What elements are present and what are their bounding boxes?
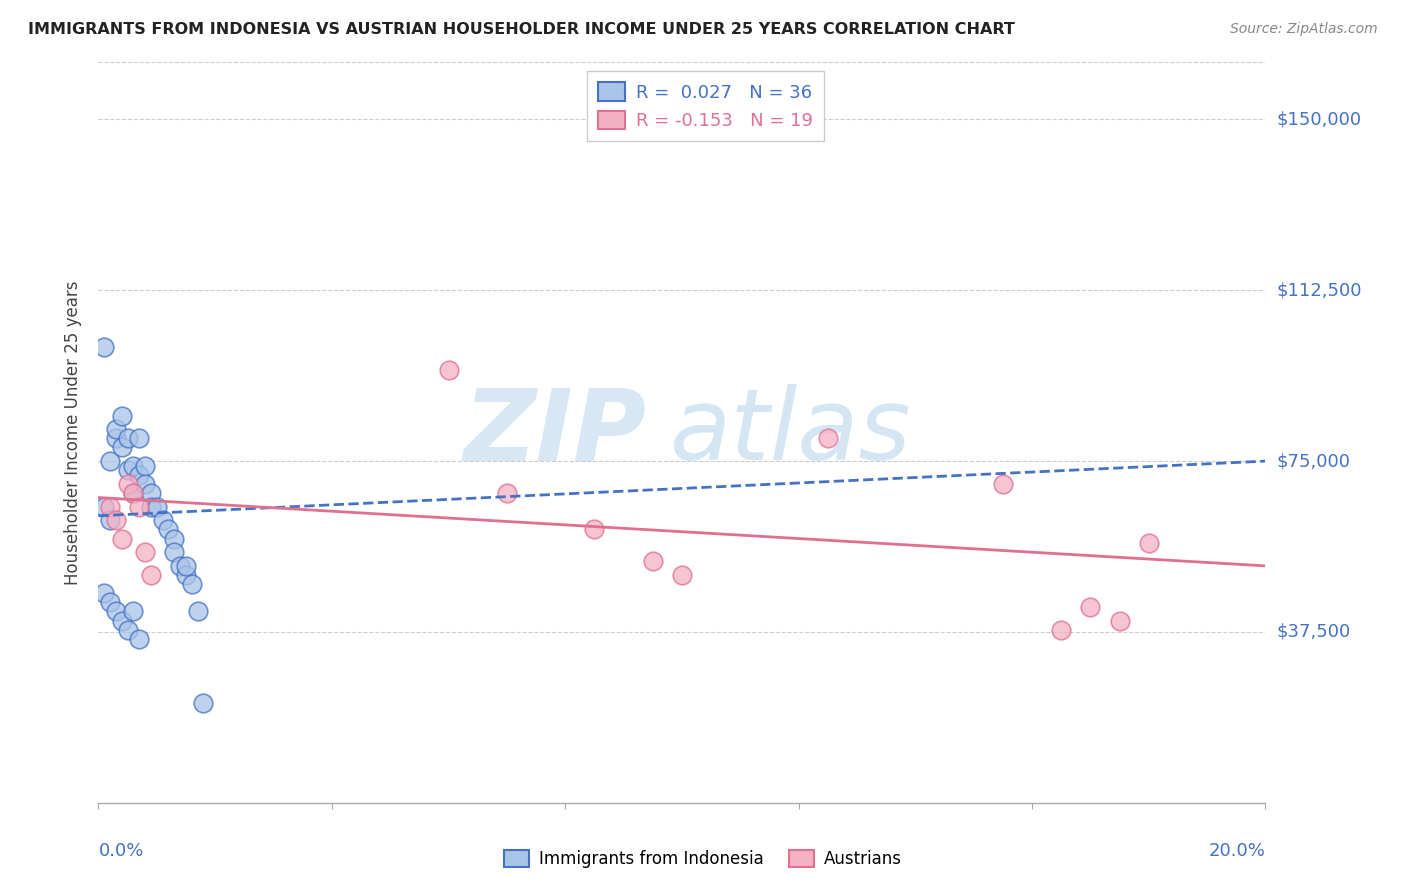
Point [134, 476, 156, 491]
Point [174, 558, 197, 573]
Point [437, 363, 460, 377]
Point [104, 604, 127, 618]
Point [1050, 623, 1073, 637]
Point [117, 623, 139, 637]
Point [93, 586, 115, 600]
Point [193, 696, 215, 710]
Text: $75,000: $75,000 [1277, 452, 1351, 470]
Point [152, 513, 174, 527]
Point [111, 441, 134, 455]
Point [991, 476, 1014, 491]
Point [122, 486, 145, 500]
Y-axis label: Householder Income Under 25 years: Householder Income Under 25 years [65, 280, 83, 585]
Point [122, 604, 145, 618]
Point [122, 458, 145, 473]
Point [111, 409, 134, 423]
Point [139, 568, 162, 582]
Point [93, 500, 115, 514]
Point [134, 545, 156, 559]
Text: 20.0%: 20.0% [1209, 842, 1265, 860]
Text: atlas: atlas [671, 384, 912, 481]
Point [169, 558, 191, 573]
Text: $112,500: $112,500 [1277, 281, 1362, 299]
Point [128, 500, 150, 514]
Point [104, 431, 127, 445]
Point [496, 486, 519, 500]
Point [157, 523, 180, 537]
Point [93, 340, 115, 354]
Text: Source: ZipAtlas.com: Source: ZipAtlas.com [1230, 22, 1378, 37]
Point [1108, 614, 1130, 628]
Point [163, 532, 186, 546]
Point [128, 467, 150, 482]
Text: 0.0%: 0.0% [98, 842, 143, 860]
Point [111, 532, 134, 546]
Point [817, 431, 839, 445]
Point [583, 523, 606, 537]
Point [128, 632, 150, 646]
Legend: R =  0.027   N = 36, R = -0.153   N = 19: R = 0.027 N = 36, R = -0.153 N = 19 [586, 71, 824, 141]
Point [671, 568, 693, 582]
Text: IMMIGRANTS FROM INDONESIA VS AUSTRIAN HOUSEHOLDER INCOME UNDER 25 YEARS CORRELAT: IMMIGRANTS FROM INDONESIA VS AUSTRIAN HO… [28, 22, 1015, 37]
Point [98, 500, 121, 514]
Point [180, 577, 202, 591]
Point [134, 458, 156, 473]
Point [128, 431, 150, 445]
Point [98, 513, 121, 527]
Point [117, 431, 139, 445]
Point [1080, 599, 1102, 614]
Point [139, 486, 162, 500]
Point [139, 500, 162, 514]
Legend: Immigrants from Indonesia, Austrians: Immigrants from Indonesia, Austrians [498, 843, 908, 875]
Point [104, 513, 127, 527]
Point [117, 476, 139, 491]
Point [111, 614, 134, 628]
Point [146, 500, 169, 514]
Text: $150,000: $150,000 [1277, 111, 1361, 128]
Text: $37,500: $37,500 [1277, 623, 1351, 641]
Point [187, 604, 209, 618]
Point [98, 454, 121, 468]
Point [122, 486, 145, 500]
Point [117, 463, 139, 477]
Text: ZIP: ZIP [464, 384, 647, 481]
Point [1137, 536, 1160, 550]
Point [98, 595, 121, 609]
Point [174, 568, 197, 582]
Point [104, 422, 127, 436]
Point [163, 545, 186, 559]
Point [641, 554, 664, 568]
